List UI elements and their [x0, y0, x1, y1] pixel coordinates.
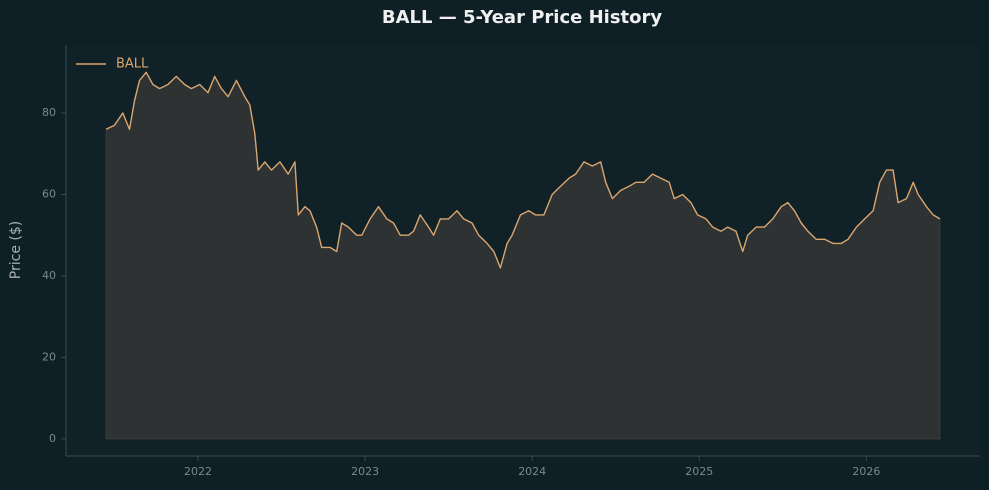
- y-tick-label: 80: [42, 106, 56, 119]
- y-axis-label: Price ($): [8, 221, 24, 279]
- x-tick-label: 2023: [351, 465, 379, 478]
- x-tick-label: 2024: [518, 465, 546, 478]
- chart-title: BALL — 5-Year Price History: [382, 7, 663, 28]
- x-tick-label: 2026: [852, 465, 880, 478]
- y-tick-label: 20: [42, 350, 56, 363]
- x-tick-label: 2022: [184, 465, 212, 478]
- line: [105, 71, 941, 269]
- x-tick-label: 2025: [685, 465, 713, 478]
- legend-label: BALL: [116, 57, 149, 72]
- y-tick-label: 60: [42, 187, 56, 200]
- y-tick-label: 0: [49, 432, 56, 445]
- y-tick-label: 40: [42, 269, 56, 282]
